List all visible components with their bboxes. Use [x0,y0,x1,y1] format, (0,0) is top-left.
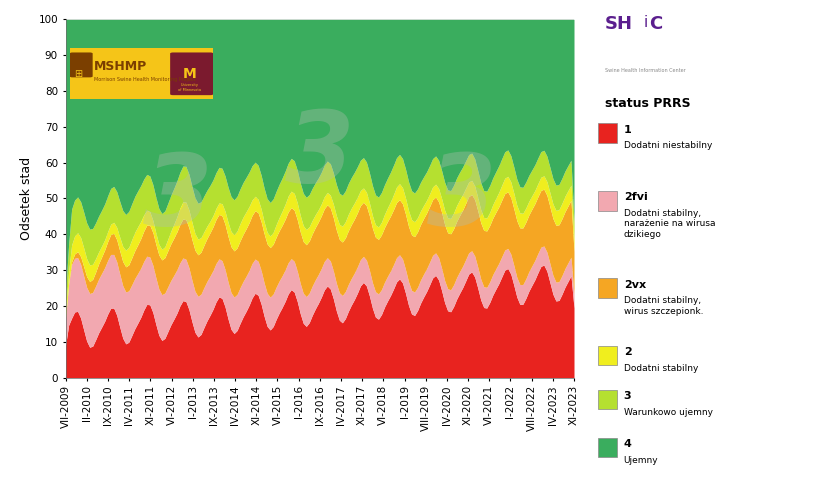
Text: 3: 3 [427,150,496,247]
Text: 1: 1 [623,125,631,135]
Y-axis label: Odsetek stad: Odsetek stad [20,157,33,240]
Bar [597,278,616,298]
Text: ⊞: ⊞ [74,69,82,79]
Text: 2fvi: 2fvi [623,193,647,202]
Text: MSHMP: MSHMP [94,60,147,73]
Bar [597,346,616,365]
FancyBboxPatch shape [170,52,213,95]
FancyBboxPatch shape [70,52,93,77]
Text: 3: 3 [143,150,212,247]
Bar [597,191,616,211]
Text: 3: 3 [623,391,631,401]
Text: Morrison Swine Health Monitoring Project: Morrison Swine Health Monitoring Project [94,77,196,82]
Text: 3: 3 [285,107,354,204]
Text: Dodatni stabilny,
narażenie na wirusa
dzikiego: Dodatni stabilny, narażenie na wirusa dz… [623,209,714,239]
Text: M: M [183,67,197,81]
Text: Ujemny: Ujemny [623,456,658,465]
Text: SH: SH [604,15,632,32]
Bar [597,390,616,409]
Bar [597,438,616,457]
Text: University
of Minnesota: University of Minnesota [178,83,201,91]
Text: status PRRS: status PRRS [604,97,690,110]
Text: 4: 4 [623,439,631,449]
Text: Dodatni niestabilny: Dodatni niestabilny [623,141,711,151]
Text: Dodatni stabilny,
wirus szczepionk.: Dodatni stabilny, wirus szczepionk. [623,296,703,316]
Bar [597,123,616,143]
Text: Swine Health Information Center: Swine Health Information Center [604,68,685,73]
Text: C: C [649,15,662,32]
Text: Warunkowo ujemny: Warunkowo ujemny [623,408,712,417]
Text: Dodatni stabilny: Dodatni stabilny [623,364,697,373]
Text: i: i [643,15,647,30]
Text: 2vx: 2vx [623,280,645,289]
Text: 2: 2 [623,348,631,357]
